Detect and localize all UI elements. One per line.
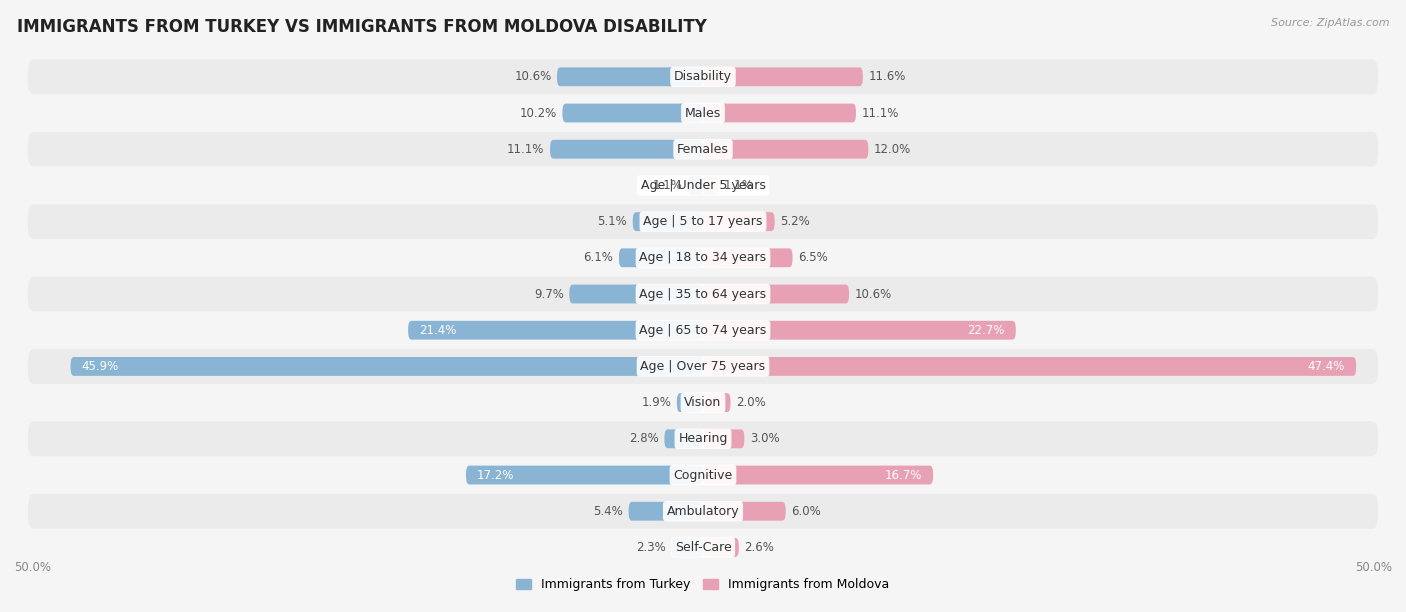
Text: 9.7%: 9.7% [534,288,564,300]
FancyBboxPatch shape [28,458,1378,493]
Text: 16.7%: 16.7% [884,469,922,482]
Text: 2.6%: 2.6% [744,541,775,554]
Legend: Immigrants from Turkey, Immigrants from Moldova: Immigrants from Turkey, Immigrants from … [512,573,894,596]
Text: Age | 18 to 34 years: Age | 18 to 34 years [640,252,766,264]
Text: IMMIGRANTS FROM TURKEY VS IMMIGRANTS FROM MOLDOVA DISABILITY: IMMIGRANTS FROM TURKEY VS IMMIGRANTS FRO… [17,18,707,36]
Text: Age | 65 to 74 years: Age | 65 to 74 years [640,324,766,337]
Text: Females: Females [678,143,728,155]
FancyBboxPatch shape [703,212,775,231]
Text: 1.9%: 1.9% [641,396,671,409]
FancyBboxPatch shape [703,140,869,159]
FancyBboxPatch shape [28,204,1378,239]
FancyBboxPatch shape [703,321,1015,340]
Text: Hearing: Hearing [678,432,728,446]
FancyBboxPatch shape [465,466,703,485]
Text: 12.0%: 12.0% [875,143,911,155]
FancyBboxPatch shape [28,313,1378,348]
FancyBboxPatch shape [703,103,856,122]
Text: 1.1%: 1.1% [724,179,754,192]
Text: Disability: Disability [673,70,733,83]
Text: Age | 35 to 64 years: Age | 35 to 64 years [640,288,766,300]
FancyBboxPatch shape [619,248,703,267]
FancyBboxPatch shape [688,176,703,195]
Text: 5.4%: 5.4% [593,505,623,518]
FancyBboxPatch shape [703,285,849,304]
Text: Age | Under 5 years: Age | Under 5 years [641,179,765,192]
FancyBboxPatch shape [28,494,1378,529]
FancyBboxPatch shape [28,95,1378,130]
FancyBboxPatch shape [28,132,1378,166]
FancyBboxPatch shape [569,285,703,304]
FancyBboxPatch shape [703,538,738,557]
Text: 3.0%: 3.0% [749,432,779,446]
Text: 6.1%: 6.1% [583,252,613,264]
Text: 21.4%: 21.4% [419,324,457,337]
FancyBboxPatch shape [408,321,703,340]
Text: Cognitive: Cognitive [673,469,733,482]
FancyBboxPatch shape [703,394,731,412]
FancyBboxPatch shape [703,466,934,485]
Text: 6.0%: 6.0% [792,505,821,518]
FancyBboxPatch shape [28,168,1378,203]
FancyBboxPatch shape [28,349,1378,384]
FancyBboxPatch shape [557,67,703,86]
Text: Age | Over 75 years: Age | Over 75 years [641,360,765,373]
FancyBboxPatch shape [703,502,786,521]
FancyBboxPatch shape [28,277,1378,312]
Text: Age | 5 to 17 years: Age | 5 to 17 years [644,215,762,228]
FancyBboxPatch shape [703,67,863,86]
Text: 50.0%: 50.0% [14,561,51,574]
Text: Self-Care: Self-Care [675,541,731,554]
Text: 5.2%: 5.2% [780,215,810,228]
Text: 11.6%: 11.6% [869,70,905,83]
Text: Source: ZipAtlas.com: Source: ZipAtlas.com [1271,18,1389,28]
Text: 11.1%: 11.1% [862,106,898,119]
FancyBboxPatch shape [703,176,718,195]
Text: 22.7%: 22.7% [967,324,1005,337]
FancyBboxPatch shape [70,357,703,376]
Text: 2.3%: 2.3% [636,541,666,554]
FancyBboxPatch shape [703,430,744,448]
Text: Males: Males [685,106,721,119]
Text: 10.6%: 10.6% [515,70,551,83]
Text: 1.1%: 1.1% [652,179,682,192]
FancyBboxPatch shape [28,385,1378,420]
FancyBboxPatch shape [562,103,703,122]
FancyBboxPatch shape [703,248,793,267]
FancyBboxPatch shape [665,430,703,448]
FancyBboxPatch shape [703,357,1357,376]
Text: 50.0%: 50.0% [1355,561,1392,574]
FancyBboxPatch shape [676,394,703,412]
Text: 2.8%: 2.8% [628,432,659,446]
Text: 2.0%: 2.0% [737,396,766,409]
Text: 45.9%: 45.9% [82,360,120,373]
FancyBboxPatch shape [28,241,1378,275]
Text: 10.6%: 10.6% [855,288,891,300]
Text: 5.1%: 5.1% [598,215,627,228]
FancyBboxPatch shape [628,502,703,521]
FancyBboxPatch shape [28,59,1378,94]
FancyBboxPatch shape [671,538,703,557]
Text: 11.1%: 11.1% [508,143,544,155]
Text: Ambulatory: Ambulatory [666,505,740,518]
Text: Vision: Vision [685,396,721,409]
FancyBboxPatch shape [633,212,703,231]
Text: 10.2%: 10.2% [520,106,557,119]
Text: 47.4%: 47.4% [1308,360,1346,373]
Text: 17.2%: 17.2% [477,469,515,482]
FancyBboxPatch shape [550,140,703,159]
FancyBboxPatch shape [28,530,1378,565]
Text: 6.5%: 6.5% [799,252,828,264]
FancyBboxPatch shape [28,422,1378,456]
